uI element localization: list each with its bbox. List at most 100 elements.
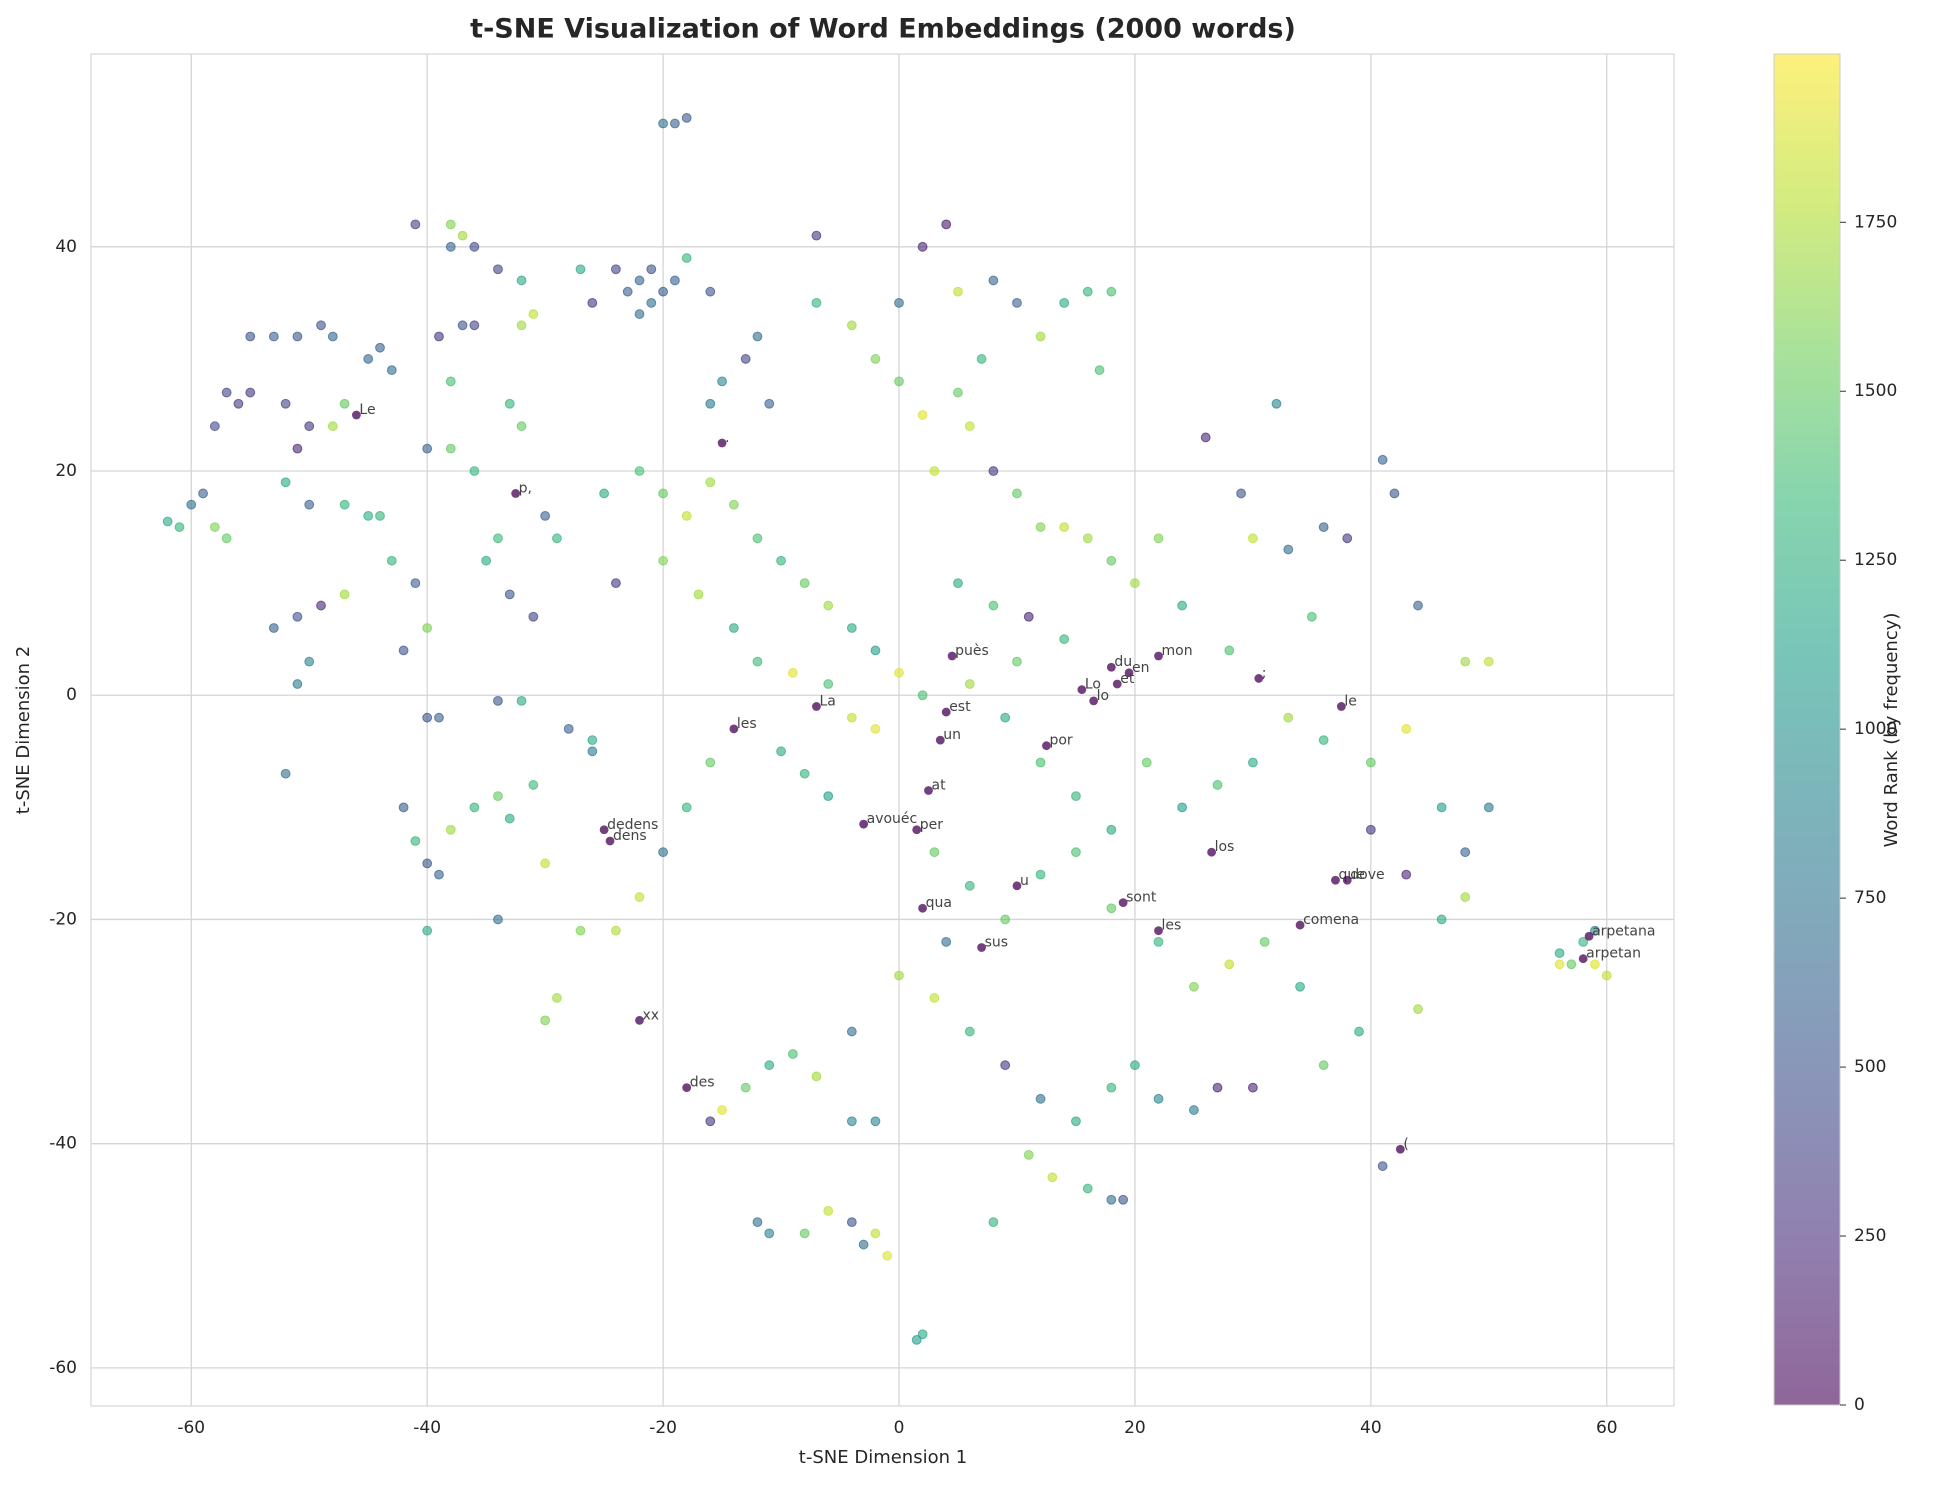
point [1094,365,1105,376]
point [1071,1116,1081,1127]
point [988,466,999,476]
annotated-point [729,724,739,734]
point [988,275,999,286]
point [375,342,385,353]
annotated-point [1042,741,1051,751]
point [445,824,456,835]
x-tick-label: -40 [413,1418,441,1438]
point [552,533,562,544]
point [1071,847,1081,858]
point [1106,1194,1117,1205]
point [917,410,928,420]
point [1000,914,1011,925]
point [846,623,857,633]
x-axis-label: t-SNE Dimension 1 [799,1447,967,1468]
point [292,679,303,689]
point [799,768,810,779]
point [316,320,326,331]
point [469,241,480,252]
point [717,376,727,387]
annotated-point [1012,881,1022,891]
point [728,623,739,633]
annotated-point [859,819,869,829]
point [764,398,775,409]
point [646,297,657,308]
point [752,331,763,342]
point [493,264,503,275]
annotated-point [1336,702,1346,711]
point [740,1082,751,1093]
point [681,253,692,263]
colorbar-tick-label: 1500 [1854,381,1897,401]
annotation: puès [955,643,989,659]
point [1413,1004,1423,1015]
point [1590,959,1600,970]
point [552,993,562,1003]
point [1200,432,1211,443]
point [493,695,503,706]
annotated-point [717,438,727,448]
point [1236,488,1246,499]
point [929,466,940,476]
point [941,936,952,947]
point [1153,936,1164,947]
annotation: dens [613,828,647,844]
point [811,230,822,241]
point [587,735,598,745]
point [1318,1060,1329,1071]
point [209,522,220,532]
point [1000,712,1011,723]
point [964,880,975,891]
annotation: et [1120,671,1135,687]
point [752,1217,763,1228]
point [1000,1060,1011,1071]
point [504,398,515,409]
point [988,1217,999,1228]
chart-title: t-SNE Visualization of Word Embeddings (… [470,14,1296,45]
x-tick-label: 20 [1124,1418,1146,1438]
point [964,421,975,432]
annotation: xx [643,1007,660,1023]
point [976,354,987,364]
y-tick-label: -60 [49,1358,77,1378]
point [363,354,374,364]
point [611,925,621,936]
point [870,1116,881,1127]
point [339,589,350,600]
annotated-point [1077,685,1087,695]
annotation: p, [519,480,532,496]
point [1035,331,1046,342]
point [669,275,680,286]
point [658,286,668,297]
point [705,398,716,409]
point [516,421,527,432]
point [280,477,291,488]
annotated-point [812,702,821,711]
colorbar-tick-label: 250 [1854,1226,1886,1246]
point [787,1049,798,1059]
colorbar-tick-label: 1000 [1854,719,1897,739]
annotated-point [682,1083,692,1093]
point [162,516,173,527]
point [422,925,433,936]
point [304,656,315,667]
point [1578,936,1589,947]
point [198,488,208,499]
point [1413,600,1423,611]
point [516,275,527,286]
point [1047,1172,1058,1183]
point [622,286,633,297]
annotated-point [1395,1144,1405,1154]
point [1247,533,1258,544]
point [870,723,881,734]
point [516,695,527,706]
point [658,555,668,566]
point [1059,297,1070,308]
point [304,421,315,432]
y-axis-label: t-SNE Dimension 2 [13,646,34,814]
point [1035,522,1046,532]
point [705,757,716,768]
point [953,286,963,297]
point [587,297,598,308]
point [953,578,963,589]
